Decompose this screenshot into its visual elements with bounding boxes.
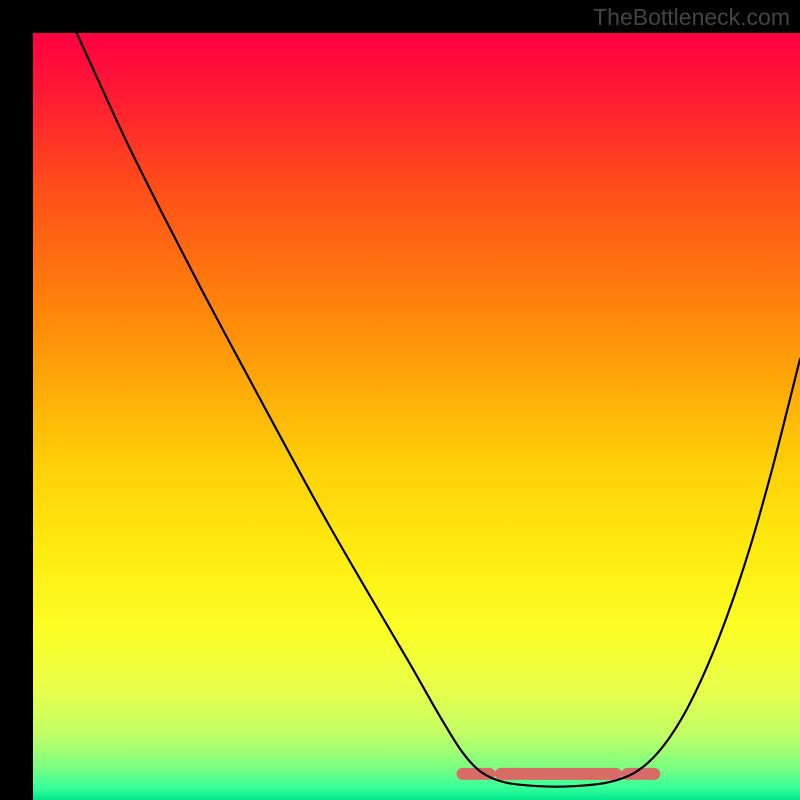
watermark-text: TheBottleneck.com xyxy=(593,4,790,31)
chart-svg xyxy=(33,33,800,800)
gradient-background xyxy=(33,33,800,800)
plot-area xyxy=(33,33,800,800)
chart-frame: TheBottleneck.com xyxy=(0,0,800,800)
